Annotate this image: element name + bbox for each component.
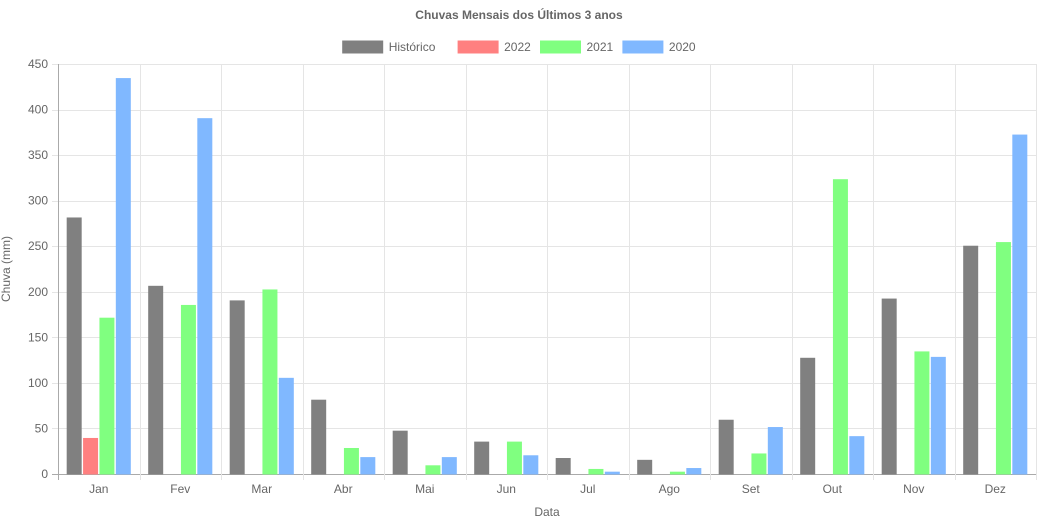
bar [637,459,653,475]
y-tick-label: 350 [28,148,48,162]
bar [832,179,848,475]
legend-swatch [540,40,581,54]
chart-title: Chuvas Mensais dos Últimos 3 anos [415,7,623,22]
x-tick-label: Dez [985,482,1006,496]
bars [66,78,1028,475]
bar [669,471,685,475]
bar [718,419,734,475]
bar [930,356,946,475]
x-tick-label: Ago [659,482,681,496]
legend: Histórico 2022 2021 2020 [342,40,696,54]
bar [343,447,359,475]
bar [523,455,539,475]
bar [262,289,278,475]
x-axis: Jan Fev Mar Abr Mai Jun Jul Ago Set Out Nov Dez [89,482,1006,496]
bar [555,458,571,475]
bar [425,465,441,475]
y-tick-label: 200 [28,285,48,299]
x-tick-label: Jul [580,482,595,496]
bar [751,453,767,475]
bar [441,457,457,475]
y-axis-title: Chuva (mm) [0,236,13,302]
y-tick-label: 100 [28,376,48,390]
y-tick-label: 150 [28,330,48,344]
bar [588,468,604,475]
x-tick-label: Mar [251,482,272,496]
x-axis-title: Data [534,505,560,519]
x-tick-label: Jan [89,482,108,496]
x-tick-label: Fev [170,482,190,496]
legend-label: 2020 [669,40,696,54]
bar [148,285,164,475]
bar [506,441,522,475]
bar [800,357,816,475]
x-tick-label: Set [742,482,761,496]
bar [995,242,1011,475]
bar [99,317,115,475]
legend-label: Histórico [389,40,436,54]
bar [180,304,196,475]
bar [474,441,490,475]
y-tick-label: 250 [28,239,48,253]
x-tick-label: Mai [415,482,434,496]
bar [115,78,131,475]
bar [278,377,294,475]
grid [52,64,1037,480]
legend-swatch [622,40,664,54]
bar [1012,134,1028,475]
x-tick-label: Out [823,482,843,496]
bar [604,471,620,475]
bar [767,427,783,475]
legend-label: 2022 [504,40,531,54]
y-tick-label: 300 [28,194,48,208]
bar [849,436,865,475]
legend-swatch [342,40,384,54]
bar [360,457,376,475]
bar [311,399,327,475]
legend-label: 2021 [587,40,614,54]
x-tick-label: Jun [497,482,516,496]
bar [686,468,702,475]
y-tick-label: 50 [35,421,49,435]
bar [229,300,245,475]
x-tick-label: Abr [334,482,353,496]
bar [83,437,99,475]
x-tick-label: Nov [903,482,924,496]
bar [881,298,897,475]
y-tick-label: 450 [28,57,48,71]
y-axis: 0 50 100 150 200 250 300 350 400 450 [28,57,48,481]
bar [963,245,979,475]
legend-swatch [457,40,499,54]
y-tick-label: 400 [28,103,48,117]
bar [197,118,213,475]
y-tick-label: 0 [41,467,48,481]
bar [914,351,930,475]
bar [66,217,82,475]
bar [392,430,408,475]
